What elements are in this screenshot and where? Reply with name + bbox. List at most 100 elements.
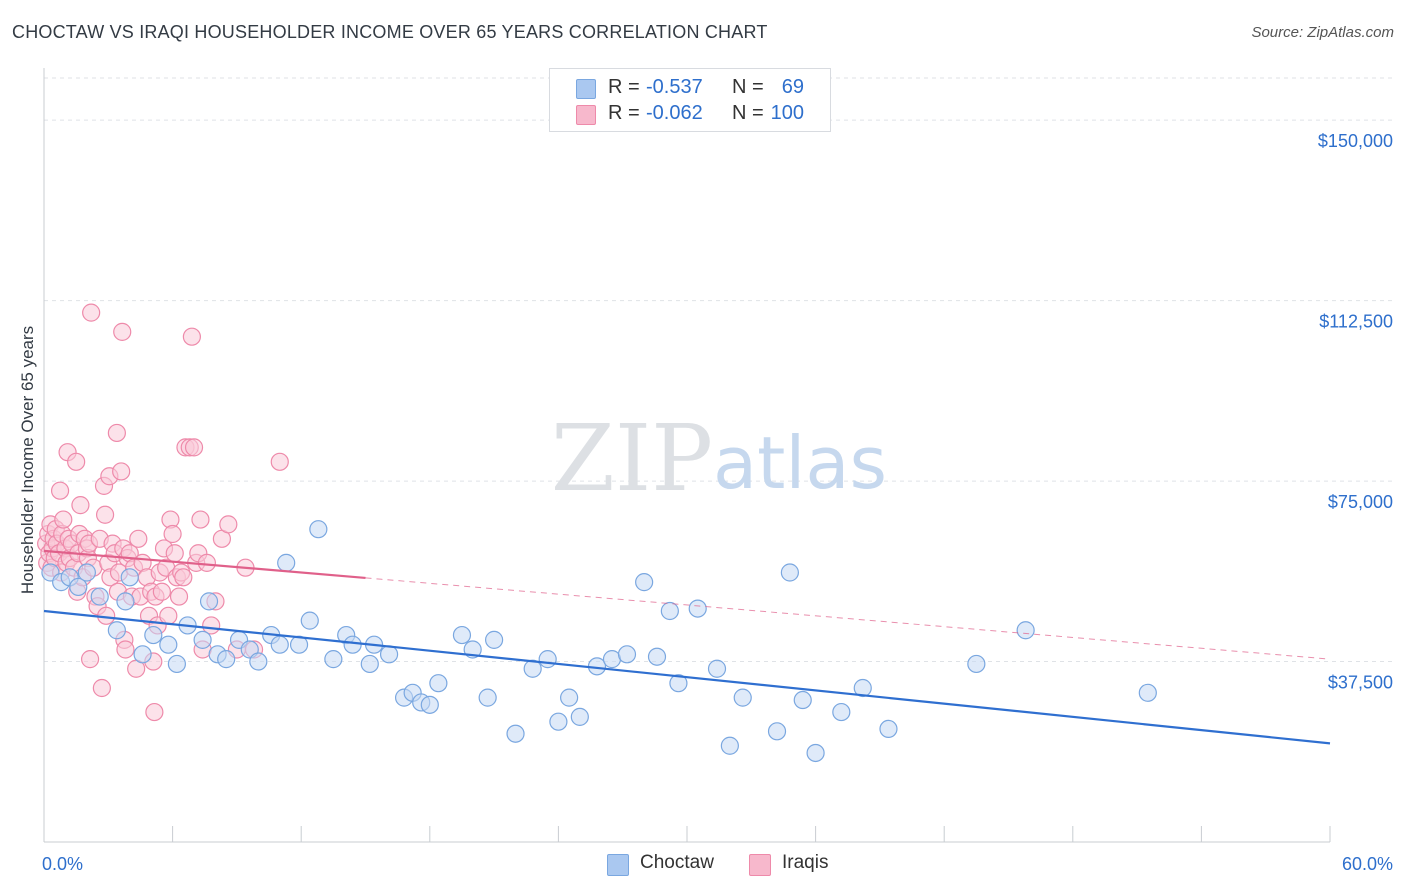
data-point-choctaw	[549, 712, 568, 731]
data-point-choctaw	[144, 625, 163, 645]
data-point-choctaw	[217, 650, 236, 669]
data-point-choctaw	[602, 650, 622, 669]
data-point-choctaw	[647, 647, 667, 666]
bottom-legend-swatch-choctaw	[607, 854, 629, 876]
data-point-choctaw	[420, 695, 439, 714]
axes	[43, 68, 1331, 843]
data-point-iraqis	[165, 544, 184, 563]
data-point-choctaw	[1016, 621, 1035, 640]
bottom-legend-label-choctaw: Choctaw	[640, 852, 714, 873]
x-tick-label-start: 0.0%	[42, 854, 83, 874]
y-tick-label: $112,500	[1319, 312, 1393, 332]
data-point-choctaw	[478, 688, 497, 707]
data-point-choctaw	[360, 654, 379, 674]
data-point-iraqis	[169, 587, 189, 606]
data-point-iraqis	[145, 702, 164, 722]
data-point-iraqis	[174, 568, 193, 587]
watermark-zip: ZIP	[551, 405, 713, 512]
data-point-choctaw	[199, 592, 219, 611]
data-point-choctaw	[767, 722, 787, 741]
data-point-choctaw	[324, 650, 343, 669]
data-point-choctaw	[167, 654, 186, 674]
bottom-legend-iraqis[interactable]: Iraqis	[749, 852, 849, 876]
data-point-choctaw	[379, 645, 399, 664]
data-point-choctaw	[879, 719, 898, 739]
data-point-choctaw	[69, 577, 88, 597]
bottom-legend-swatch-iraqis	[749, 854, 771, 876]
data-point-choctaw	[688, 599, 707, 618]
data-point-choctaw	[77, 563, 96, 582]
data-point-iraqis	[270, 452, 289, 471]
data-point-iraqis	[197, 553, 216, 572]
y-tick-label: $37,500	[1328, 673, 1393, 693]
data-point-choctaw	[343, 635, 362, 654]
data-point-choctaw	[107, 621, 126, 640]
data-point-iraqis	[184, 438, 204, 457]
data-point-choctaw	[832, 702, 851, 722]
stats-legend: R = -0.537 N = 69 R = -0.062 N = 100	[549, 68, 831, 132]
data-point-choctaw	[270, 635, 289, 654]
trend-lines	[43, 549, 1331, 745]
data-point-choctaw	[733, 688, 752, 707]
data-point-iraqis	[159, 606, 178, 625]
data-point-iraqis	[152, 582, 171, 601]
data-point-iraqis	[71, 496, 90, 515]
tick-labels: $37,500 $75,000 $112,500 $150,000 0.0% 60.0%	[42, 131, 1393, 874]
legend-n-label: N =	[732, 76, 764, 98]
data-point-choctaw	[116, 592, 135, 611]
data-point-choctaw	[707, 659, 727, 678]
data-point-iraqis	[92, 678, 111, 698]
y-axis-label: Householder Income Over 65 years	[18, 325, 37, 595]
data-point-choctaw	[506, 724, 525, 743]
data-point-choctaw	[309, 520, 328, 539]
watermark: ZIP atlas	[551, 405, 887, 512]
data-point-iraqis	[182, 327, 201, 346]
y-tick-label: $75,000	[1328, 492, 1393, 512]
data-point-iraqis	[191, 510, 210, 529]
legend-swatch-choctaw	[576, 79, 596, 99]
data-point-choctaw	[967, 654, 986, 674]
data-point-choctaw	[429, 674, 448, 693]
data-point-choctaw	[538, 650, 557, 669]
bottom-legend-choctaw[interactable]: Choctaw	[607, 852, 727, 876]
data-point-choctaw	[485, 630, 504, 649]
data-point-choctaw	[193, 630, 212, 649]
data-point-choctaw	[720, 736, 739, 755]
legend-n-value: 69	[781, 76, 804, 98]
data-point-choctaw	[90, 587, 109, 606]
trend-line-dashed-iraqis	[365, 577, 1331, 660]
source-label: Source: ZipAtlas.com	[1251, 24, 1394, 41]
data-point-choctaw	[300, 611, 319, 630]
data-point-iraqis	[163, 524, 182, 544]
data-point-iraqis	[129, 529, 148, 548]
data-point-iraqis	[107, 423, 126, 443]
legend-r-label: R =	[608, 102, 640, 124]
bottom-legend-label-iraqis: Iraqis	[782, 852, 829, 873]
legend-swatch-iraqis	[576, 105, 596, 125]
data-point-choctaw	[133, 645, 152, 664]
data-point-choctaw	[780, 563, 799, 582]
data-point-iraqis	[54, 510, 73, 529]
data-point-choctaw	[793, 690, 812, 710]
legend-r-label: R =	[608, 76, 640, 98]
x-tick-label-end: 60.0%	[1342, 854, 1393, 874]
data-point-choctaw	[635, 573, 654, 592]
data-point-choctaw	[159, 635, 178, 654]
data-points	[37, 303, 1157, 763]
data-point-choctaw	[617, 645, 637, 664]
data-point-choctaw	[853, 678, 872, 698]
data-point-choctaw	[277, 553, 296, 572]
data-point-iraqis	[50, 481, 70, 500]
data-point-iraqis	[95, 505, 115, 524]
data-point-iraqis	[113, 322, 132, 341]
data-point-choctaw	[249, 652, 268, 671]
data-point-choctaw	[120, 568, 139, 587]
data-point-iraqis	[80, 650, 100, 669]
legend-r-value: -0.537	[646, 76, 703, 98]
y-axis-label-container: Householder Income Over 65 years	[8, 250, 48, 670]
data-point-choctaw	[452, 625, 472, 645]
data-point-iraqis	[116, 640, 135, 659]
trend-line-iraqis	[43, 549, 366, 580]
trend-line-choctaw	[43, 609, 1331, 745]
